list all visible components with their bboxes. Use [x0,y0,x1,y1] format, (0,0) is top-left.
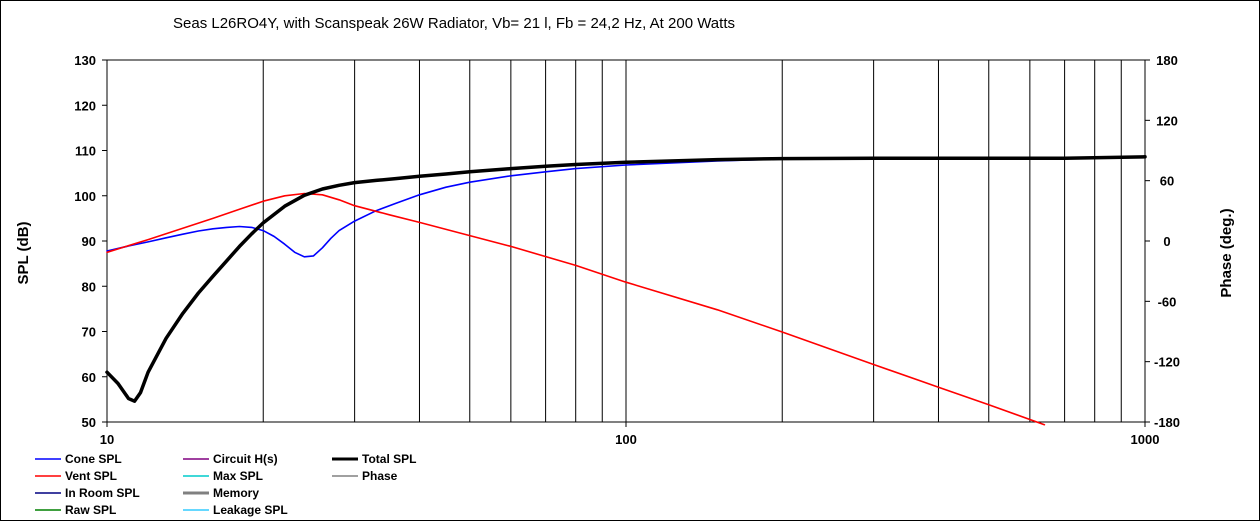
x-tick-label: 100 [615,432,637,447]
legend-label: Raw SPL [65,503,116,517]
y2-tick-label: -120 [1154,355,1180,370]
y2-tick-label: 0 [1163,234,1170,249]
total-spl-line [105,155,1147,403]
x-tick-label: 1000 [1131,432,1160,447]
legend: Cone SPL Vent SPL In Room SPL Raw SPL Circui… [35,452,416,517]
y-tick-label: 50 [82,415,96,430]
legend-label: Cone SPL [65,452,122,466]
cone-spl-line [106,156,1146,258]
legend-label: Memory [213,486,259,500]
chart-title: Seas L26RO4Y, with Scanspeak 26W Radiato… [173,15,735,32]
y-tick-label: 120 [74,98,96,113]
y-axis-label: SPL (dB) [15,221,32,284]
y-tick-label: 70 [82,325,96,340]
x-tick-label: 10 [100,432,114,447]
vent-spl-line [106,192,1046,426]
legend-label: In Room SPL [65,486,140,500]
y2-tick-label: 60 [1160,174,1174,189]
y-tick-label: 130 [74,53,96,68]
legend-label: Vent SPL [65,469,117,483]
y-tick-label: 60 [82,370,96,385]
legend-label: Leakage SPL [213,503,288,517]
y-axis-ticks: 50 60 70 80 90 100 110 120 130 [74,53,107,430]
y-tick-label: 80 [82,279,96,294]
grid-lines [262,60,1122,422]
y-tick-label: 90 [82,234,96,249]
legend-label: Circuit H(s) [213,452,278,466]
y-tick-label: 110 [75,144,96,159]
y2-axis-label: Phase (deg.) [1218,208,1235,297]
y2-tick-label: 120 [1156,113,1178,128]
legend-label: Phase [362,469,398,483]
y2-tick-label: -60 [1158,294,1177,309]
y-tick-label: 100 [74,189,96,204]
y2-axis-ticks: -180 -120 -60 0 60 120 180 [1145,53,1180,430]
y2-tick-label: -180 [1154,415,1180,430]
x-axis-ticks: 10 100 1000 [100,422,1160,447]
y2-tick-label: 180 [1156,53,1178,68]
series-layer [105,155,1147,426]
legend-label: Max SPL [213,469,263,483]
legend-label: Total SPL [362,452,416,466]
